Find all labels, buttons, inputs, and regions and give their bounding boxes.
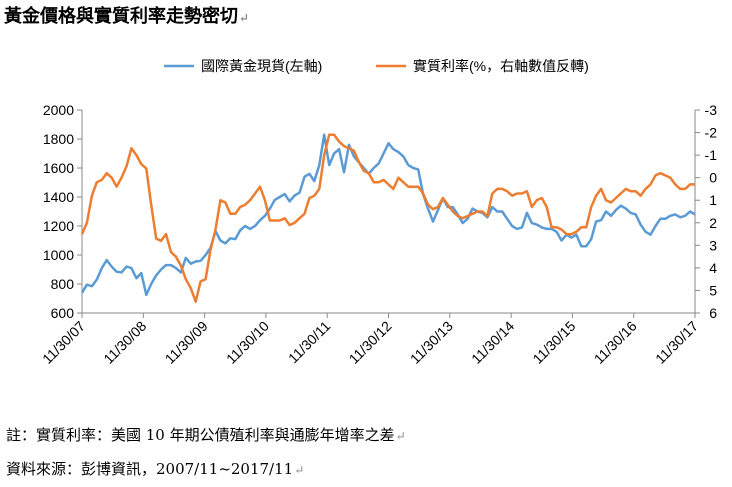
left-axis-tick-label: 2000 [43, 102, 74, 118]
gold-price-series-line [80, 133, 696, 297]
real-rate-series-line [80, 133, 695, 303]
footnote-real-rate: 註：實質利率：美國 10 年期公債殖利率與通膨年增率之差↵ [6, 426, 406, 444]
legend-item-gold: 國際黃金現貨(左軸) [164, 58, 322, 74]
right-axis-tick-label: 1 [709, 192, 717, 208]
x-axis-tick-label: 11/30/12 [345, 318, 394, 367]
dual-axis-line-chart: 國際黃金現貨(左軸) 實質利率(%，右軸數值反轉) 600 800 1000 1200 1… [39, 58, 717, 367]
footnote-source: 資料來源：彭博資訊，2007/11~2017/11↵ [6, 460, 305, 478]
right-axis-tick-label: -2 [705, 125, 718, 141]
x-axis-tick-label: 11/30/07 [39, 318, 88, 367]
legend-label: 實質利率(%，右軸數值反轉) [413, 58, 589, 74]
right-axis-tick-label: 0 [709, 170, 717, 186]
right-axis-tick-label: -1 [705, 147, 718, 163]
right-axis-tick-label: -3 [705, 102, 718, 118]
x-axis-tick-label: 11/30/11 [285, 318, 334, 367]
chart-series [80, 133, 696, 303]
legend-label: 國際黃金現貨(左軸) [201, 58, 322, 74]
x-axis-tick-label: 11/30/08 [100, 318, 149, 367]
right-axis-tick-label: 4 [709, 260, 717, 276]
x-axis-tick-label: 11/30/14 [468, 318, 517, 367]
left-axis-tick-label: 1600 [43, 160, 74, 176]
chart-axes: 600 800 1000 1200 1400 1600 1800 2000 -3 -2 -1 0 1 2 3… [39, 102, 717, 367]
chart-title: 黃金價格與實質利率走勢密切↵ [4, 6, 250, 27]
right-axis-tick-label: 2 [709, 215, 717, 231]
right-axis-tick-label: 5 [709, 282, 717, 298]
left-axis-tick-label: 800 [51, 276, 75, 292]
left-axis-tick-label: 1800 [43, 131, 74, 147]
left-axis-tick-label: 1400 [43, 189, 74, 205]
chart-legend: 國際黃金現貨(左軸) 實質利率(%，右軸數值反轉) [164, 58, 589, 74]
left-axis-tick-label: 1000 [43, 247, 74, 263]
x-axis-tick-label: 11/30/10 [223, 318, 272, 367]
x-axis-tick-label: 11/30/17 [652, 318, 701, 367]
x-axis-tick-label: 11/30/16 [591, 318, 640, 367]
right-axis-tick-label: 6 [709, 305, 717, 321]
left-axis-tick-label: 600 [51, 305, 75, 321]
left-axis-tick-label: 1200 [43, 218, 74, 234]
x-axis-tick-label: 11/30/09 [162, 318, 211, 367]
right-axis-tick-label: 3 [709, 237, 717, 253]
legend-item-real-rate: 實質利率(%，右軸數值反轉) [376, 58, 589, 74]
x-axis-tick-label: 11/30/15 [529, 318, 578, 367]
x-axis-tick-label: 11/30/13 [407, 318, 456, 367]
